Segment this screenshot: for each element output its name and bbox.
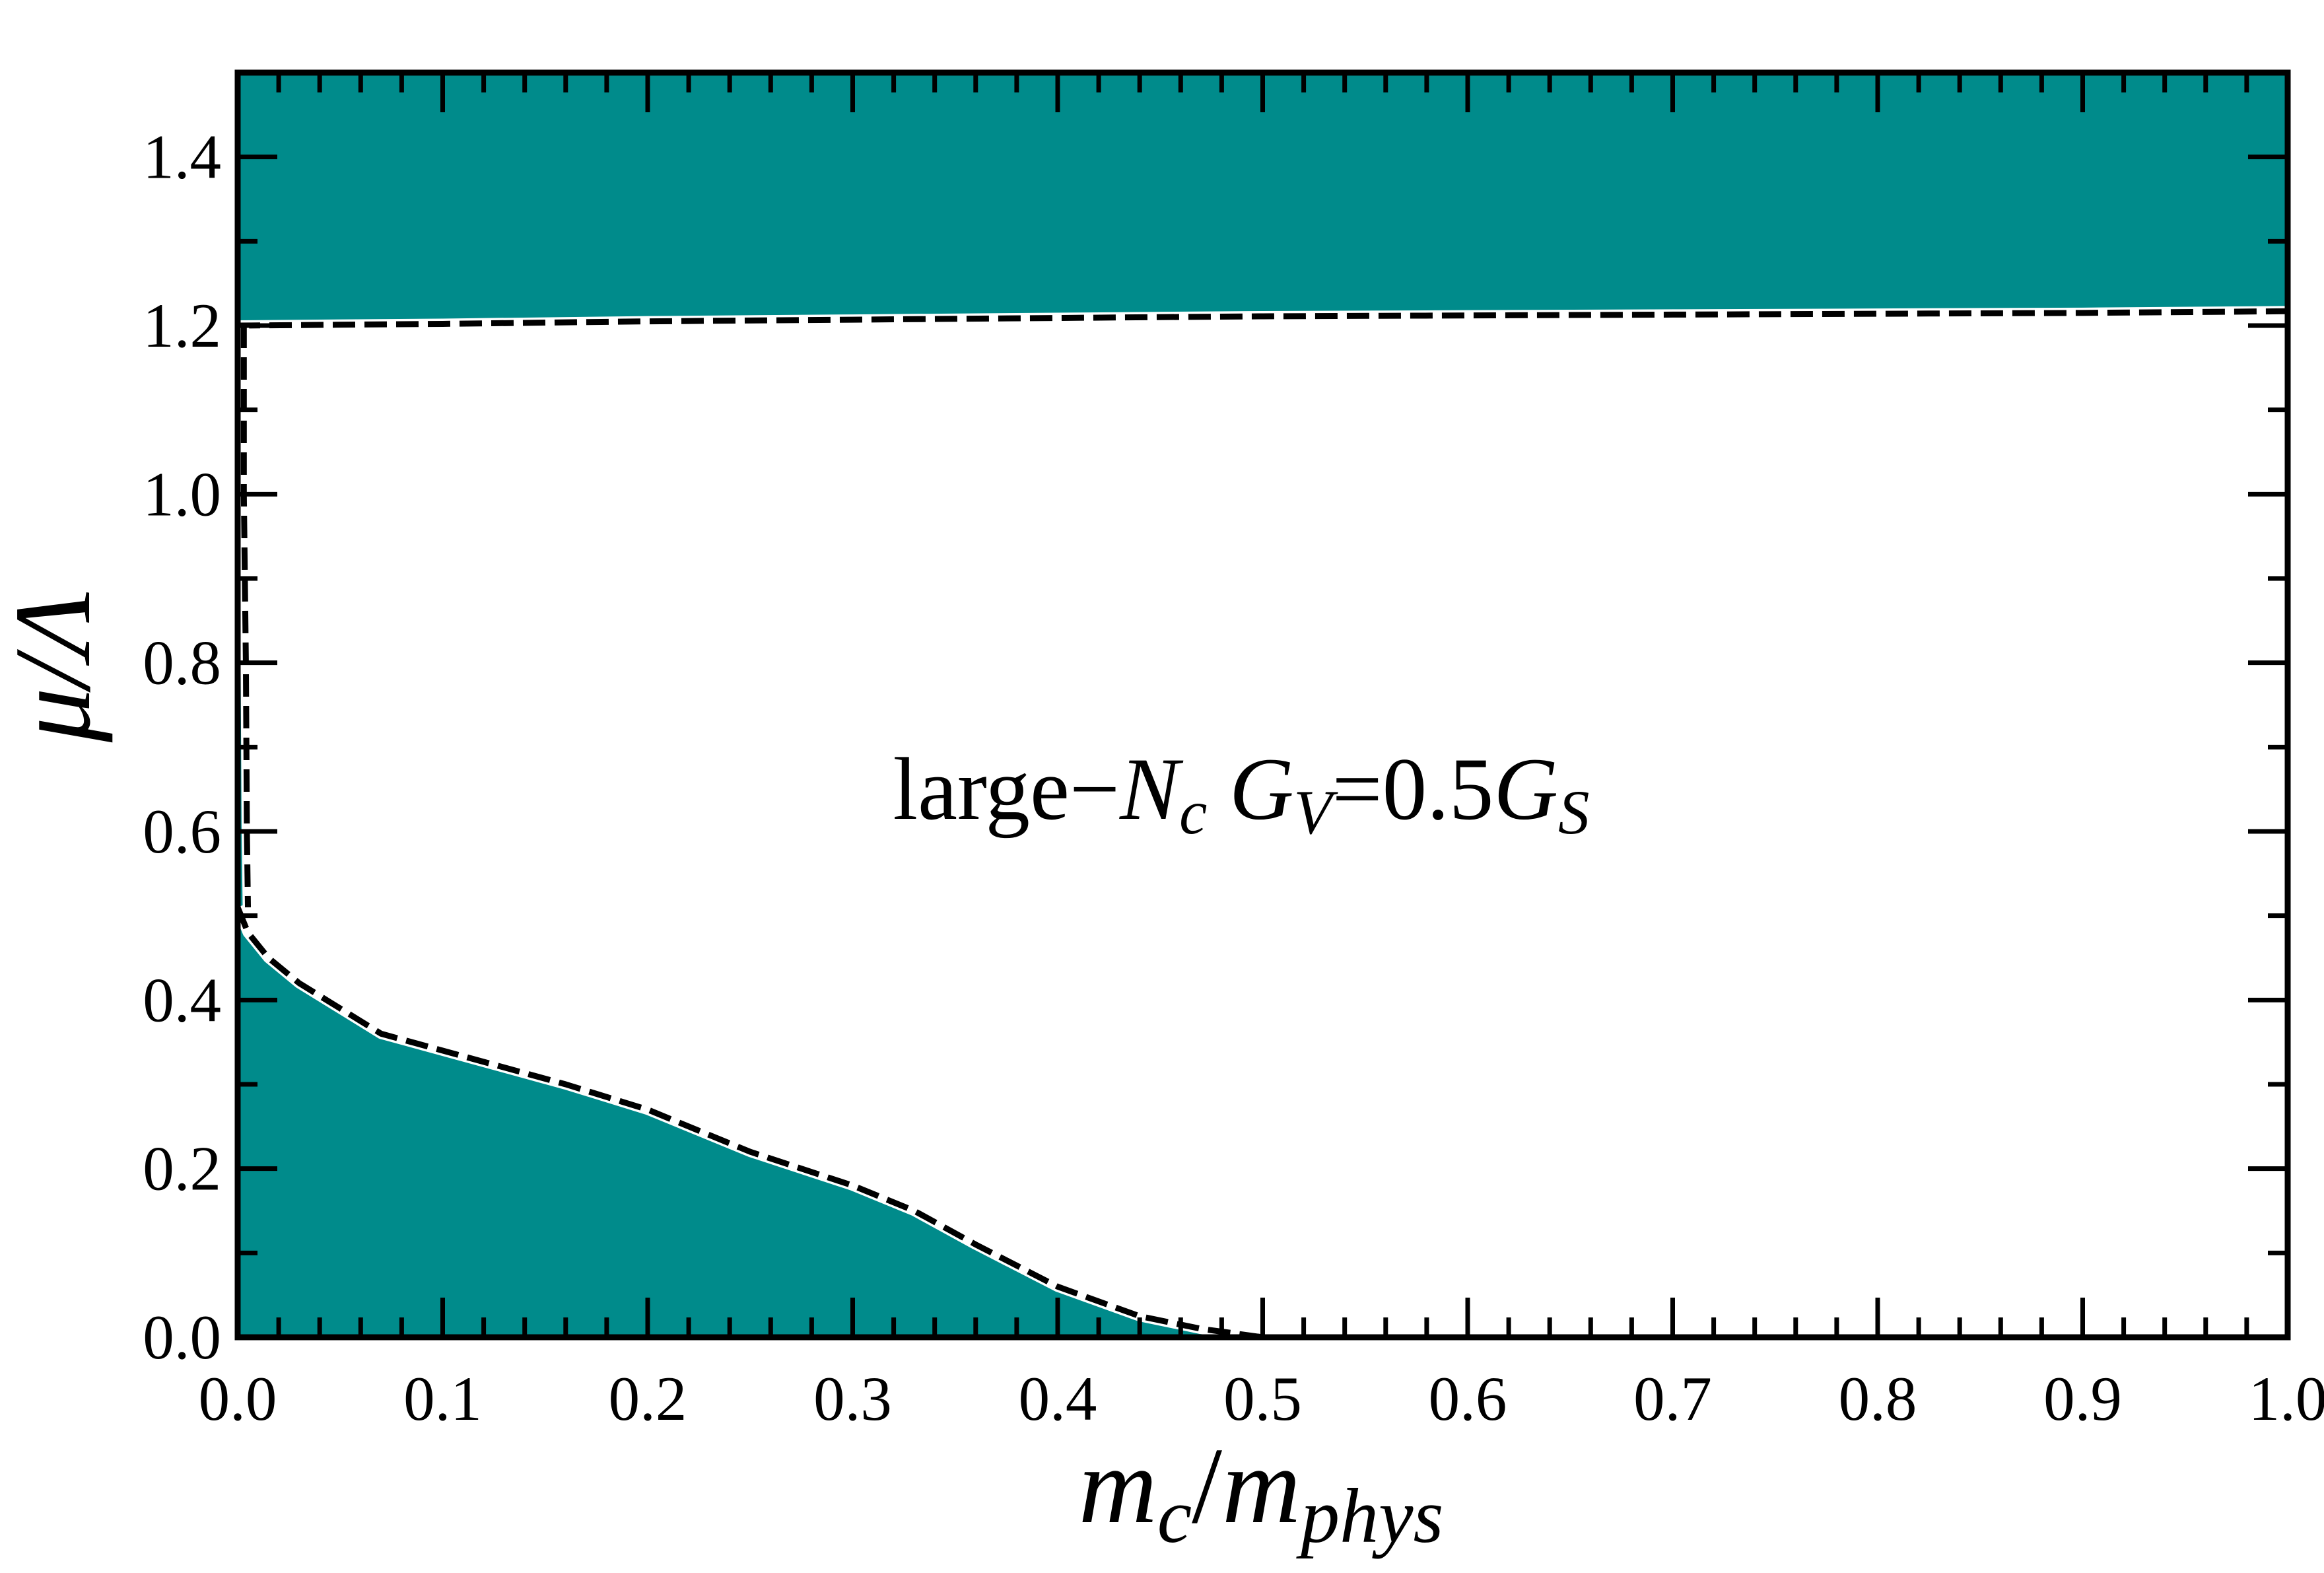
lower-boundary-line bbox=[234, 906, 1264, 1341]
y-tick-label: 0.6 bbox=[143, 796, 221, 866]
plot-frame bbox=[234, 69, 2291, 1341]
y-tick-label: 1.2 bbox=[143, 291, 221, 361]
x-tick-label: 1.0 bbox=[2249, 1364, 2324, 1434]
upper-boundary-line bbox=[237, 308, 2288, 329]
x-tick-label: 0.2 bbox=[609, 1364, 687, 1434]
x-tick-label: 0.1 bbox=[403, 1364, 482, 1434]
x-tick-label: 0.6 bbox=[1429, 1364, 1507, 1434]
shaded-regions bbox=[238, 73, 2288, 1337]
x-tick-label: 0.7 bbox=[1633, 1364, 1712, 1434]
y-tick-label: 0.0 bbox=[143, 1302, 221, 1372]
y-tick-label: 0.4 bbox=[143, 965, 221, 1035]
x-tick-label: 0.8 bbox=[1839, 1364, 1917, 1434]
y-tick-label: 0.2 bbox=[143, 1134, 221, 1204]
y-tick-label: 1.4 bbox=[143, 122, 221, 192]
x-tick-label: 0.4 bbox=[1019, 1364, 1097, 1434]
tick-labels: 0.0 0.1 0.2 0.3 0.4 0.5 0.6 0.7 0.8 0.9 1.0 0.0 0.2 0… bbox=[143, 122, 2324, 1434]
axis-ticks bbox=[235, 70, 2290, 1340]
x-tick-label: 0.3 bbox=[813, 1364, 892, 1434]
x-tick-label: 0.5 bbox=[1223, 1364, 1302, 1434]
y-axis-label: μ/Λ bbox=[0, 592, 113, 743]
y-tick-label: 0.8 bbox=[143, 628, 221, 698]
x-axis-label: mc/mphys bbox=[1079, 1425, 1444, 1559]
y-tick-label: 1.0 bbox=[143, 459, 221, 529]
x-tick-label: 0.9 bbox=[2043, 1364, 2122, 1434]
lower-region bbox=[238, 907, 1263, 1337]
boundary-lines bbox=[232, 306, 2288, 1343]
x-tick-label: 0.0 bbox=[199, 1364, 277, 1434]
chart-annotation: large−Nc GV=0.5GS bbox=[893, 740, 1590, 847]
upper-region bbox=[238, 73, 2288, 326]
